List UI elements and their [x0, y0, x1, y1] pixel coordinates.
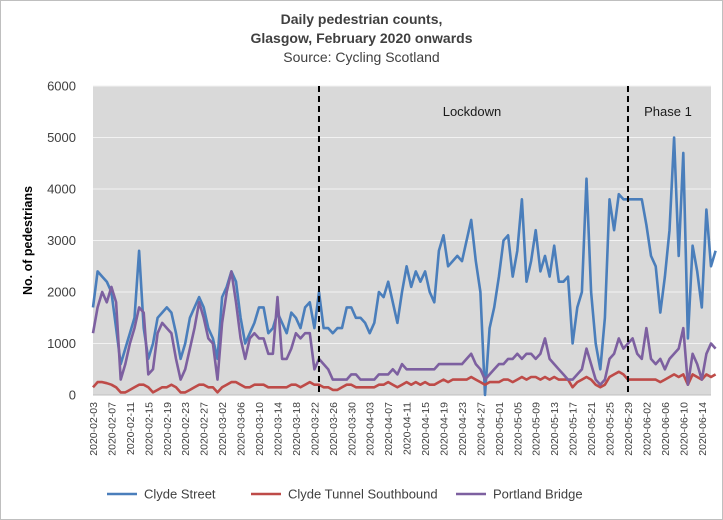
y-axis-label: No. of pedestrians	[21, 186, 35, 295]
x-tick-label: 2020-06-10	[678, 402, 690, 456]
x-tick-label: 2020-03-26	[328, 402, 340, 456]
x-tick-label: 2020-05-01	[494, 402, 506, 456]
chart-title-line2: Glasgow, February 2020 onwards	[250, 30, 473, 46]
y-tick-label: 2000	[47, 285, 76, 300]
x-tick-label: 2020-03-02	[217, 402, 229, 456]
y-tick-label: 4000	[47, 182, 76, 197]
x-tick-label: 2020-05-21	[586, 402, 598, 456]
grid-lines	[93, 85, 711, 396]
x-tick-label: 2020-02-23	[180, 402, 192, 456]
x-tick-label: 2020-03-30	[346, 402, 358, 456]
legend-portland-bridge-label: Portland Bridge	[493, 487, 583, 502]
x-tick-label: 2020-02-03	[88, 402, 100, 456]
y-axis-ticks: 0 1000 2000 3000 4000 5000 6000	[47, 79, 76, 403]
x-tick-label: 2020-02-07	[106, 402, 118, 456]
x-tick-label: 2020-05-05	[512, 402, 524, 456]
x-tick-label: 2020-03-06	[236, 402, 248, 456]
x-axis-ticks: 2020-02-03 2020-02-07 2020-02-11 2020-02-15…	[88, 402, 709, 456]
x-tick-label: 2020-02-27	[199, 402, 211, 456]
x-tick-label: 2020-05-17	[568, 402, 580, 456]
x-tick-label: 2020-04-19	[439, 402, 451, 456]
chart-subtitle: Source: Cycling Scotland	[283, 49, 440, 65]
x-tick-label: 2020-04-11	[402, 402, 414, 455]
x-tick-label: 2020-03-10	[254, 402, 266, 456]
series-portland-bridge-line	[91, 270, 717, 387]
series-clyde-tunnel-southbound-line	[92, 370, 717, 394]
y-tick-label: 3000	[47, 233, 76, 248]
x-tick-label: 2020-02-15	[143, 402, 155, 456]
y-tick-label: 6000	[47, 79, 76, 94]
series-clyde-street-line	[91, 136, 717, 397]
x-tick-label: 2020-04-23	[457, 402, 469, 456]
x-tick-label: 2020-05-25	[605, 402, 617, 456]
x-tick-label: 2020-02-11	[125, 402, 137, 455]
x-tick-label: 2020-06-02	[641, 402, 653, 456]
x-tick-label: 2020-02-19	[162, 402, 174, 456]
x-tick-label: 2020-05-13	[549, 402, 561, 456]
x-tick-label: 2020-03-18	[291, 402, 303, 456]
annotations: Lockdown Phase 1	[317, 86, 692, 395]
y-tick-label: 0	[69, 388, 76, 403]
legend-clyde-tunnel-southbound-label: Clyde Tunnel Southbound	[288, 487, 438, 502]
x-tick-label: 2020-03-22	[309, 402, 321, 456]
x-tick-label: 2020-04-07	[383, 402, 395, 456]
x-tick-label: 2020-05-09	[531, 402, 543, 456]
x-tick-label: 2020-04-27	[475, 402, 487, 456]
x-tick-label: 2020-03-14	[272, 402, 284, 456]
legend-clyde-street-label: Clyde Street	[144, 487, 216, 502]
x-tick-label: 2020-04-03	[365, 402, 377, 456]
legend: Clyde Street Clyde Tunnel Southbound Portl…	[107, 487, 583, 502]
x-tick-label: 2020-06-14	[697, 402, 709, 456]
x-tick-label: 2020-06-06	[660, 402, 672, 456]
series-lines	[91, 136, 717, 397]
x-tick-label: 2020-04-15	[420, 402, 432, 456]
y-tick-label: 1000	[47, 336, 76, 351]
x-tick-label: 2020-05-29	[623, 402, 635, 456]
y-tick-label: 5000	[47, 130, 76, 145]
chart-title-line1: Daily pedestrian counts,	[280, 11, 443, 27]
annotation-phase-1-label: Phase 1	[644, 104, 692, 119]
annotation-lockdown-label: Lockdown	[443, 104, 502, 119]
